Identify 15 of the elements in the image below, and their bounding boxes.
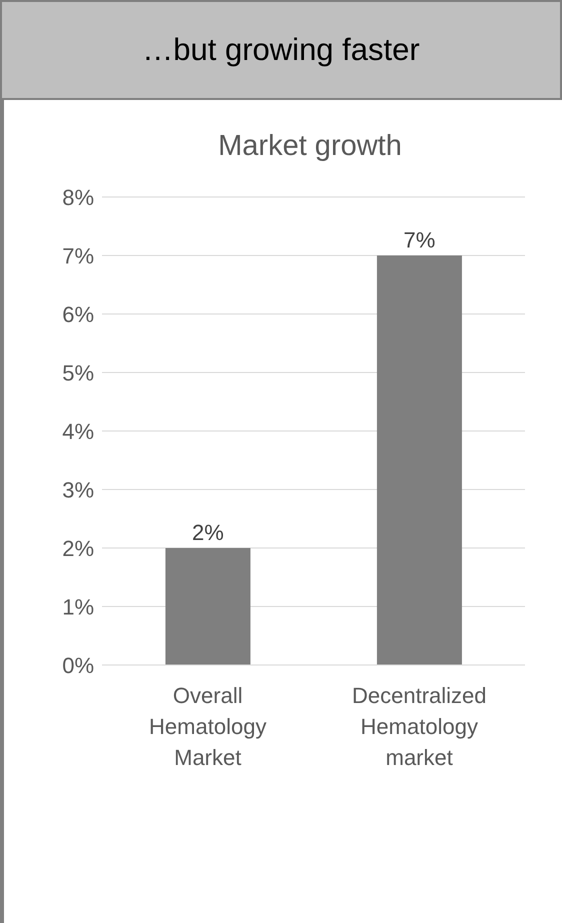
y-tick-label: 7% [62, 243, 94, 268]
data-label: 7% [404, 228, 436, 252]
chart-subtitle: Market growth [217, 130, 403, 163]
y-tick-label: 0% [62, 652, 94, 678]
chart-title: …but growing faster [0, 0, 562, 100]
y-tick-label: 8% [62, 184, 94, 210]
y-tick-label: 2% [62, 536, 94, 561]
y-tick-label: 5% [62, 360, 94, 386]
y-tick-label: 3% [62, 477, 94, 502]
y-tick-label: 4% [62, 418, 94, 444]
y-tick-label: 6% [62, 302, 94, 327]
x-tick-label: Overall Hematology Market [149, 683, 266, 770]
x-tick-label: Decentralized Hematology market [352, 683, 487, 770]
y-tick-label: 1% [62, 594, 94, 620]
data-label: 2% [192, 520, 224, 545]
